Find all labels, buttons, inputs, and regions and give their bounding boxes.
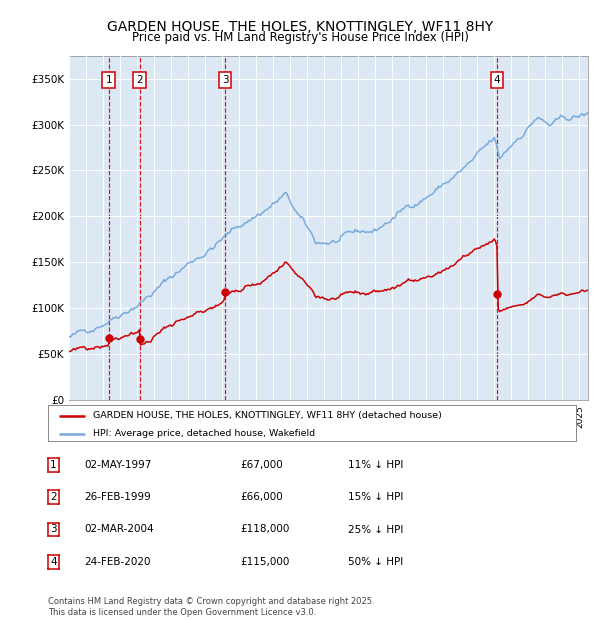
Text: 4: 4	[50, 557, 57, 567]
Text: £67,000: £67,000	[240, 460, 283, 470]
Text: 3: 3	[222, 74, 229, 85]
Text: 24-FEB-2020: 24-FEB-2020	[84, 557, 151, 567]
Text: 1: 1	[106, 74, 112, 85]
Text: GARDEN HOUSE, THE HOLES, KNOTTINGLEY, WF11 8HY: GARDEN HOUSE, THE HOLES, KNOTTINGLEY, WF…	[107, 20, 493, 35]
Text: 50% ↓ HPI: 50% ↓ HPI	[348, 557, 403, 567]
Text: £66,000: £66,000	[240, 492, 283, 502]
Text: GARDEN HOUSE, THE HOLES, KNOTTINGLEY, WF11 8HY (detached house): GARDEN HOUSE, THE HOLES, KNOTTINGLEY, WF…	[93, 411, 442, 420]
Text: 15% ↓ HPI: 15% ↓ HPI	[348, 492, 403, 502]
Text: 11% ↓ HPI: 11% ↓ HPI	[348, 460, 403, 470]
Text: 4: 4	[494, 74, 500, 85]
Text: Contains HM Land Registry data © Crown copyright and database right 2025.
This d: Contains HM Land Registry data © Crown c…	[48, 598, 374, 617]
Text: 3: 3	[50, 525, 57, 534]
Text: £115,000: £115,000	[240, 557, 289, 567]
Text: 25% ↓ HPI: 25% ↓ HPI	[348, 525, 403, 534]
Text: 26-FEB-1999: 26-FEB-1999	[84, 492, 151, 502]
Text: Price paid vs. HM Land Registry's House Price Index (HPI): Price paid vs. HM Land Registry's House …	[131, 31, 469, 44]
Text: £118,000: £118,000	[240, 525, 289, 534]
Text: 1: 1	[50, 460, 57, 470]
Text: 02-MAR-2004: 02-MAR-2004	[84, 525, 154, 534]
Text: 2: 2	[136, 74, 143, 85]
Text: HPI: Average price, detached house, Wakefield: HPI: Average price, detached house, Wake…	[93, 429, 315, 438]
Text: 02-MAY-1997: 02-MAY-1997	[84, 460, 151, 470]
Text: 2: 2	[50, 492, 57, 502]
